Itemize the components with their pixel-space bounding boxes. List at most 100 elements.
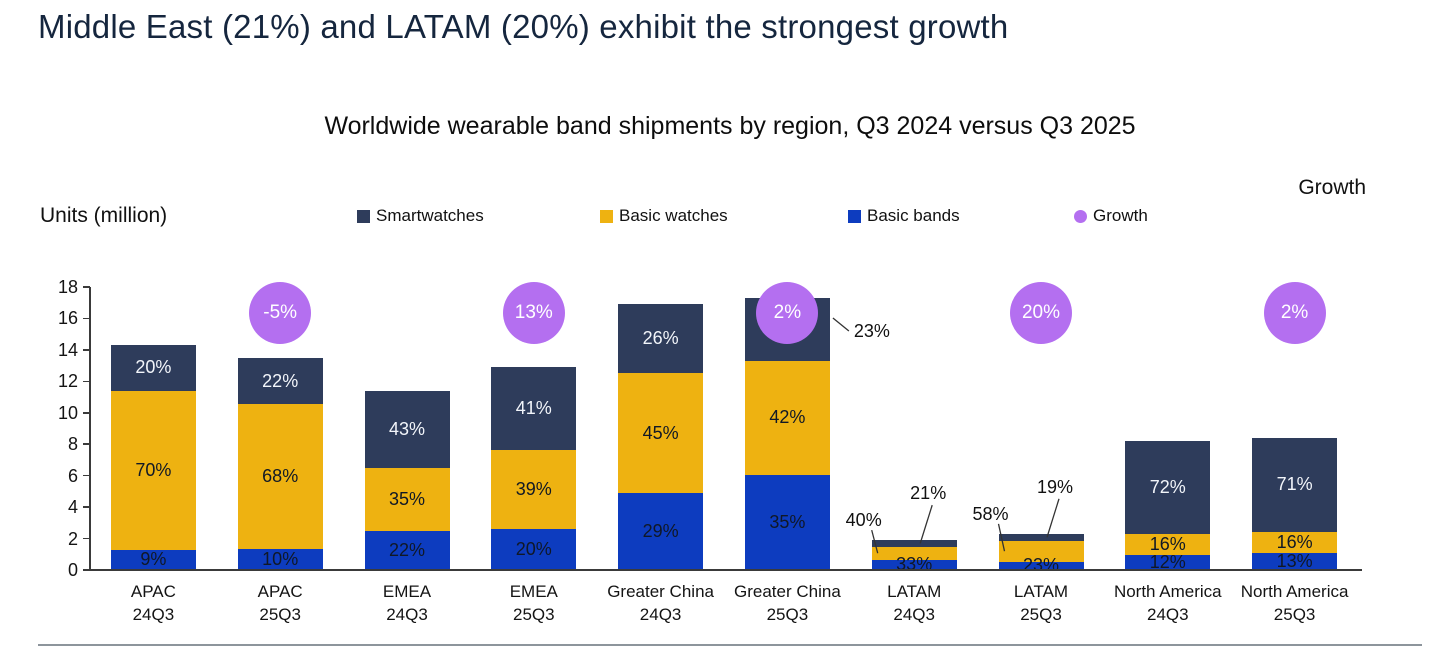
segment-label: 16%: [1276, 531, 1313, 552]
chart-title: Worldwide wearable band shipments by reg…: [324, 112, 1136, 140]
x-axis-label-region: LATAM: [887, 582, 942, 601]
callout-label-smartwatches-latam-25q3: 19%: [1036, 476, 1074, 497]
y-tick-label: 2: [67, 528, 78, 549]
bar-emea-25q3: 41% 39% 20%: [491, 367, 577, 570]
x-axis-label-apac-24q3: APAC 24Q3: [83, 580, 223, 626]
segment-basic-watches: [871, 546, 957, 560]
segment-label: 68%: [262, 466, 299, 487]
callout-label-basic-watches-latam-24q3: 40%: [845, 510, 882, 531]
y-tick-mark: [83, 506, 90, 508]
growth-bubble-value: 2%: [1280, 302, 1309, 323]
growth-legend-marker-icon: [1074, 209, 1087, 223]
callout-label-smartwatches-greater-china-25q3: 23%: [853, 321, 890, 341]
segment-basic-bands: 9%: [110, 549, 196, 570]
segment-basic-bands: 10%: [237, 548, 323, 570]
growth-bubble-value: -5%: [263, 302, 298, 323]
x-axis-label-region: Greater China: [734, 582, 841, 601]
legend-item-growth: Growth: [1074, 206, 1148, 226]
bar-north-america-24q3: 72% 16% 12%: [1125, 441, 1211, 570]
x-axis-label-region: Greater China: [607, 582, 714, 601]
segment-label: 23%: [1022, 555, 1060, 570]
segment-basic-bands: 20%: [491, 529, 577, 570]
growth-bubble-value: 20%: [1021, 302, 1061, 323]
segment-basic-bands: 23%: [998, 556, 1084, 570]
x-axis-label-latam-24q3: LATAM 24Q3: [844, 580, 984, 626]
y-tick-mark: [83, 474, 90, 477]
segment-basic-watches: 35%: [364, 467, 450, 531]
bars-layer: 20% 70% 9% 22% 68% 10% 43% 35% 22% 41% 39% 20% 26% 45…: [110, 298, 1338, 570]
x-axis-label-region: EMEA: [509, 582, 558, 601]
x-axis-label-emea-25q3: EMEA 25Q3: [464, 580, 604, 626]
x-axis-label-greater-china-24q3: Greater China 24Q3: [591, 580, 731, 626]
y-tick-label: 18: [57, 277, 78, 297]
x-axis-label-region: APAC: [130, 582, 176, 601]
segment-smartwatches: 26%: [618, 304, 704, 374]
legend-item-smartwatches: Smartwatches: [357, 206, 484, 226]
y-tick-mark: [83, 412, 90, 414]
segment-basic-watches: 39%: [491, 450, 577, 530]
callout-label-basic-watches-latam-25q3: 58%: [972, 503, 1009, 524]
x-axis-label-quarter: 25Q3: [513, 605, 555, 624]
segment-label: 35%: [388, 488, 426, 509]
y-tick-label: 12: [57, 371, 78, 392]
segment-label: 10%: [262, 548, 299, 569]
x-axis-label-greater-china-25q3: Greater China 25Q3: [717, 580, 857, 626]
y-tick-label: 8: [67, 434, 78, 455]
legend-item-label: Smartwatches: [376, 206, 484, 225]
segment-label: 22%: [262, 370, 299, 391]
segment-label: 70%: [135, 459, 172, 480]
segment-label: 71%: [1276, 474, 1313, 495]
segment-basic-watches: [998, 540, 1084, 562]
basic-bands-legend-marker-icon: [848, 209, 861, 223]
y-tick-mark: [83, 317, 90, 320]
x-axis-label-region: EMEA: [382, 582, 432, 601]
growth-bubble-emea-25q3: 13%: [502, 282, 565, 344]
smartwatches-legend-marker-icon: [357, 209, 370, 223]
segment-label: 41%: [515, 398, 552, 419]
x-axis-label-region: LATAM: [1013, 582, 1069, 601]
x-axis-label-apac-25q3: APAC 25Q3: [210, 580, 350, 626]
basic-watches-legend-marker-icon: [600, 209, 613, 223]
segment-smartwatches: 43%: [364, 390, 450, 468]
segment-label: 42%: [769, 407, 806, 428]
x-axis-label-emea-24q3: EMEA 24Q3: [337, 580, 477, 626]
x-axis-line: [86, 569, 1362, 571]
segment-label: 13%: [1276, 550, 1313, 570]
segment-label: 22%: [388, 539, 426, 560]
page-title: Middle East (21%) and LATAM (20%) exhibi…: [38, 8, 1009, 45]
segment-label: 45%: [642, 422, 679, 443]
bar-north-america-25q3: 71% 16% 13%: [1252, 437, 1338, 570]
segment-label: 35%: [769, 511, 806, 532]
growth-bubble-north-america-25q3: 2%: [1263, 282, 1326, 344]
segment-label: 72%: [1149, 476, 1186, 497]
bottom-divider: [38, 644, 1422, 646]
legend-item-basic-watches: Basic watches: [600, 206, 728, 226]
callout-label-smartwatches-latam-24q3: 21%: [910, 483, 947, 504]
segment-smartwatches: 72%: [1125, 441, 1211, 534]
segment-smartwatches: 20%: [110, 345, 196, 391]
x-axis-label-latam-25q3: LATAM 25Q3: [971, 580, 1111, 626]
bar-emea-24q3: 43% 35% 22%: [364, 390, 450, 570]
y-tick-label: 16: [57, 308, 78, 329]
x-axis-label-quarter: 25Q3: [766, 605, 809, 624]
y-axis-title: Units (million): [40, 204, 168, 227]
x-axis-label-quarter: 24Q3: [1147, 605, 1189, 624]
x-axis-label-quarter: 25Q3: [259, 605, 301, 624]
segment-basic-bands: 22%: [364, 530, 450, 570]
x-axis-label-quarter: 24Q3: [132, 605, 175, 624]
growth-bubble-value: 13%: [514, 302, 553, 323]
segment-basic-bands: 33%: [871, 555, 957, 570]
segment-label: 16%: [1149, 533, 1186, 554]
segment-label: 26%: [642, 328, 679, 349]
x-axis-label-quarter: 24Q3: [386, 605, 428, 624]
y-tick-label: 6: [67, 465, 78, 486]
segment-smartwatches: 22%: [237, 357, 323, 405]
legend: Smartwatches Basic watches Basic bands Grow…: [0, 206, 1440, 228]
growth-bubble-apac-25q3: -5%: [249, 282, 312, 344]
y-tick-mark: [83, 286, 90, 288]
x-axis-label-region: North America: [1113, 582, 1222, 601]
segment-label: 39%: [515, 479, 552, 500]
segment-basic-watches: 16%: [1252, 531, 1338, 553]
